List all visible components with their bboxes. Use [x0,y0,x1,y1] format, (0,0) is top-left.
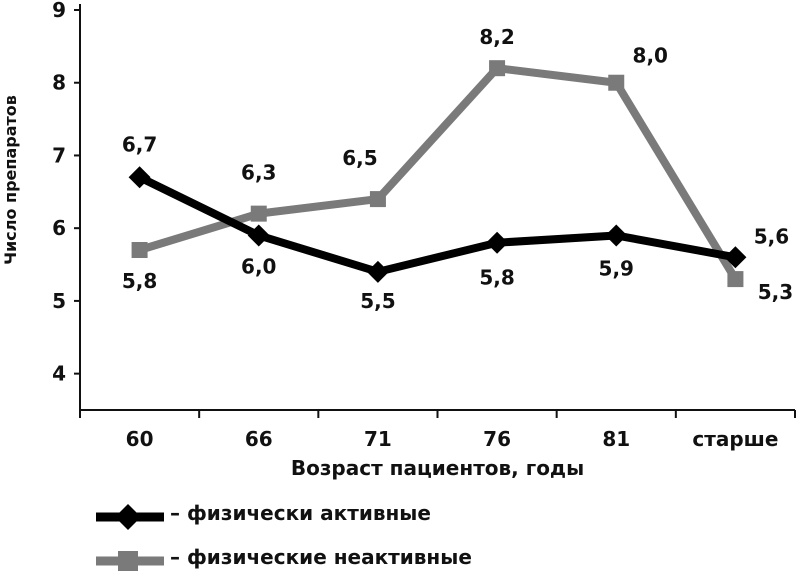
data-label-inactive: 6,3 [241,161,276,185]
x-tick-label: старше [692,427,778,451]
data-label-inactive: 5,3 [758,280,793,304]
data-point-active [366,260,389,283]
data-label-inactive: 8,2 [479,25,514,49]
series-line-active [137,173,737,276]
x-tick-label: 66 [245,427,273,451]
data-label-active: 6,0 [241,254,276,278]
data-point-inactive [369,191,386,208]
data-point-inactive [727,271,744,288]
y-tick-label: 9 [52,0,66,22]
data-point-active [486,231,509,254]
data-label-inactive: 6,5 [342,146,377,170]
legend-item-active: – физически активные [90,495,570,539]
y-tick-label: 5 [52,289,66,313]
data-label-active: 5,8 [479,266,514,290]
data-point-active [724,246,747,269]
data-point-inactive [131,242,148,258]
series-line-inactive [138,64,739,282]
y-tick-label: 6 [52,216,66,240]
data-point-inactive [250,205,267,222]
x-tick-label: 76 [483,427,511,451]
y-tick-label: 7 [52,143,66,167]
data-point-active [605,224,628,247]
y-tick-label: 4 [52,362,66,386]
x-tick-label: 60 [126,427,154,451]
x-axis-title: Возраст пациентов, годы [291,456,584,480]
data-label-active: 5,5 [360,289,395,313]
y-tick-label: 8 [52,71,66,95]
data-point-active [247,224,270,247]
data-label-active: 6,7 [122,132,157,156]
data-label-active: 5,9 [599,256,634,280]
data-label-inactive: 5,8 [122,269,157,293]
x-tick-label: 71 [364,427,392,451]
line-chart: 4 5 6 7 8 9 60 66 71 76 81 старше Возраст пациентов,… [1,0,796,480]
data-label-inactive: 8,0 [633,44,668,68]
x-tick-label: 81 [602,427,630,451]
legend-swatch-active [96,504,164,530]
data-label-active: 5,6 [754,224,789,248]
data-point-inactive [489,60,506,77]
y-axis-title: Число препаратов [1,95,20,265]
legend-label-active: – физически активные [170,501,431,525]
legend: – физически активные – физические неакти… [90,495,570,583]
legend-label-inactive: – физические неактивные [170,545,472,569]
legend-item-inactive: – физические неактивные [90,539,570,583]
data-point-inactive [608,74,625,91]
data-point-active [128,166,151,189]
